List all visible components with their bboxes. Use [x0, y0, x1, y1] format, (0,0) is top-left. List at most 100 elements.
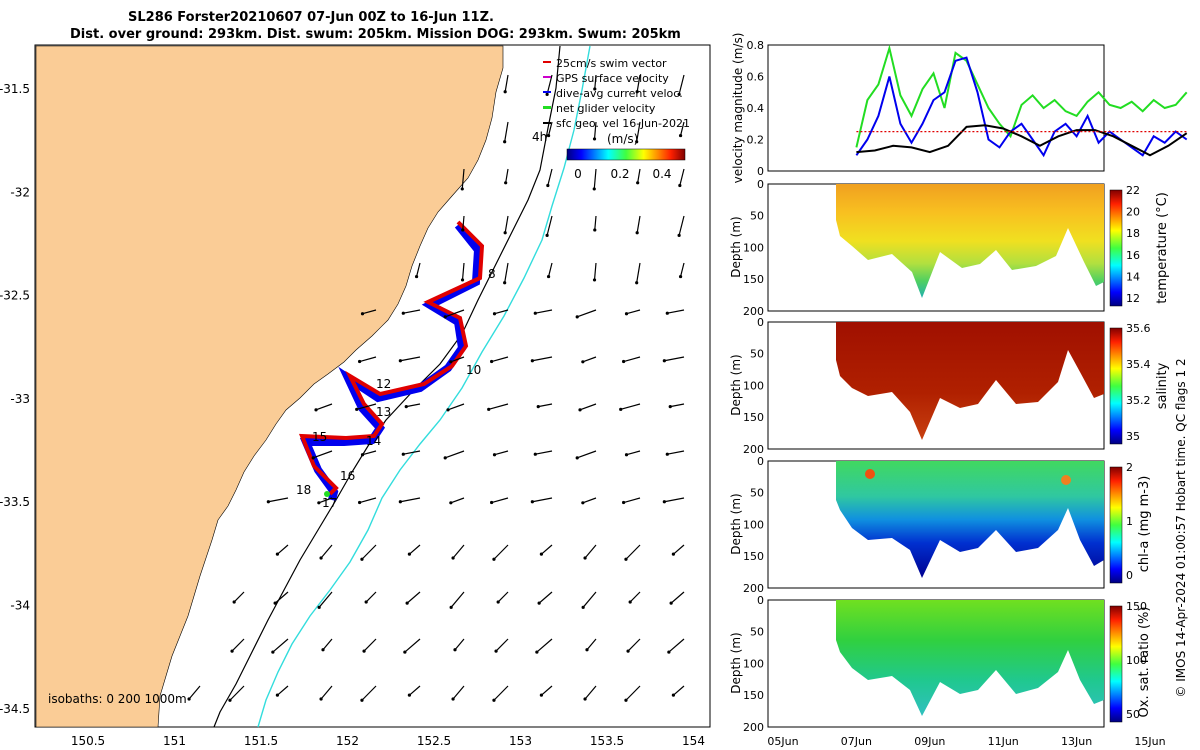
velocity-arrow: [673, 685, 685, 696]
speed-colorbar: [566, 148, 686, 161]
salinity-colorbar-tick: 35.2: [1126, 394, 1151, 407]
velocity-arrow: [445, 450, 465, 459]
velocity-arrow-head: [275, 552, 280, 556]
velocity-arrow-head: [494, 649, 498, 653]
chla-hotspot: [1061, 475, 1071, 485]
velocity-arrow: [536, 638, 553, 653]
velocity-arrow: [318, 497, 333, 504]
velocity-arrow-head: [503, 90, 507, 94]
velocity-arrow-head: [592, 137, 597, 141]
oxygen-section: [836, 600, 1104, 716]
depth-tick-label: 50: [750, 626, 764, 639]
velocity-arrow-head: [624, 453, 629, 457]
velocity-arrow: [313, 450, 333, 459]
velocity-arrow-head: [677, 92, 681, 96]
land-area: [35, 45, 504, 728]
velocity-arrow-head: [358, 359, 362, 364]
velocity-arrow-head: [407, 552, 412, 556]
chart-title-line1: SL286 Forster20210607 07-Jun 00Z to 16-J…: [128, 10, 494, 25]
salinity-colorbar-tick: 35: [1126, 430, 1140, 443]
velocity-arrow: [673, 544, 685, 555]
velocity-arrow-head: [624, 557, 628, 561]
velocity-arrow: [504, 215, 509, 233]
waypoint-label: 16: [340, 469, 355, 483]
salinity-colorbar: [1109, 327, 1123, 445]
velocity-series: [855, 44, 1188, 158]
oxygen-colorbar-tick: 100: [1126, 654, 1147, 667]
temperature-colorbar-tick: 12: [1126, 292, 1140, 305]
lat-tick-label: -32: [10, 185, 30, 199]
velocity-arrow-head: [503, 281, 507, 285]
lat-tick-label: -34.5: [0, 702, 30, 716]
lat-tick-label: -32.5: [0, 289, 30, 303]
waypoint-label: 12: [376, 377, 391, 391]
lon-tick-label: 153: [509, 734, 532, 748]
temperature-colorbar-tick: 16: [1126, 249, 1140, 262]
temperature-colorbar: [1109, 189, 1123, 307]
velocity-arrow-head: [228, 698, 232, 702]
velocity-tick-label: 0.8: [747, 39, 765, 52]
velocity-arrow-head: [575, 456, 579, 460]
velocity-arrow: [188, 685, 201, 700]
velocity-arrow-head: [401, 311, 405, 315]
velocity-arrow: [582, 356, 597, 363]
velocity-arrow-head: [360, 312, 365, 316]
velocity-arrow: [495, 638, 509, 652]
velocity-ylabel: velocity magnitude (m/s): [731, 33, 745, 184]
legend-label-dive: dive-avg current veloc.: [556, 87, 683, 100]
velocity-arrow-head: [230, 649, 234, 653]
velocity-arrow: [577, 309, 597, 318]
chla-colorbar-tick: 2: [1126, 461, 1133, 474]
colorbar-tick-0: 0: [574, 167, 582, 181]
velocity-tick-label: 0.2: [747, 134, 765, 147]
legend-swatch-swim: [543, 61, 551, 63]
velocity-arrow-head: [321, 648, 325, 652]
velocity-arrow: [586, 638, 597, 651]
velocity-arrow-head: [678, 183, 682, 188]
velocity-arrow: [577, 450, 597, 459]
velocity-arrow-head: [492, 698, 496, 702]
velocity-arrow: [532, 356, 553, 362]
colorbar-label: (m/s): [607, 132, 638, 146]
isobaths-label: isobaths: 0 200 1000m: [48, 692, 187, 706]
velocity-arrow-head: [622, 500, 626, 505]
velocity-arrow-head: [451, 556, 455, 560]
surface-velocity-arrows: [187, 74, 685, 702]
credit-text: © IMOS 14-Apr-2024 01:00:57 Hobart time.…: [1174, 358, 1188, 697]
velocity-arrow-head: [635, 140, 639, 144]
velocity-arrow: [229, 685, 245, 701]
velocity-arrow: [277, 544, 289, 555]
velocity-arrow: [403, 309, 421, 314]
velocity-arrow: [670, 403, 685, 408]
velocity-arrow-head: [622, 359, 626, 364]
temperature-colorbar-tick: 18: [1126, 227, 1140, 240]
velocity-arrow: [452, 544, 465, 559]
velocity-arrow-head: [671, 693, 676, 697]
velocity-arrow: [623, 497, 641, 504]
velocity-arrow-head: [671, 552, 676, 556]
velocity-arrow: [636, 121, 641, 142]
waypoint-label: 13: [376, 405, 391, 419]
velocity-arrow-head: [668, 405, 672, 409]
velocity-arrow: [594, 74, 597, 89]
velocity-arrow-head: [662, 500, 666, 504]
velocity-arrow: [627, 638, 641, 652]
velocity-arrow: [678, 74, 685, 95]
velocity-arrow: [538, 591, 553, 604]
velocity-arrow: [494, 450, 509, 456]
waypoint-label: 10: [466, 363, 481, 377]
velocity-arrow-head: [449, 360, 453, 364]
velocity-arrow: [582, 497, 597, 504]
velocity-arrow-head: [545, 233, 549, 237]
waypoint-label: 15: [312, 430, 327, 444]
velocity-arrow: [584, 544, 597, 559]
date-tick-label: 13Jun: [1061, 735, 1092, 748]
velocity-arrow-head: [581, 501, 585, 505]
velocity-arrow: [320, 544, 333, 559]
depth-tick-label: 150: [743, 550, 764, 563]
velocity-arrow: [637, 168, 641, 183]
velocity-arrow-head: [266, 500, 270, 504]
velocity-arrow-head: [460, 278, 465, 282]
temperature-colorbar-tick: 20: [1126, 206, 1140, 219]
velocity-arrow: [231, 638, 245, 652]
